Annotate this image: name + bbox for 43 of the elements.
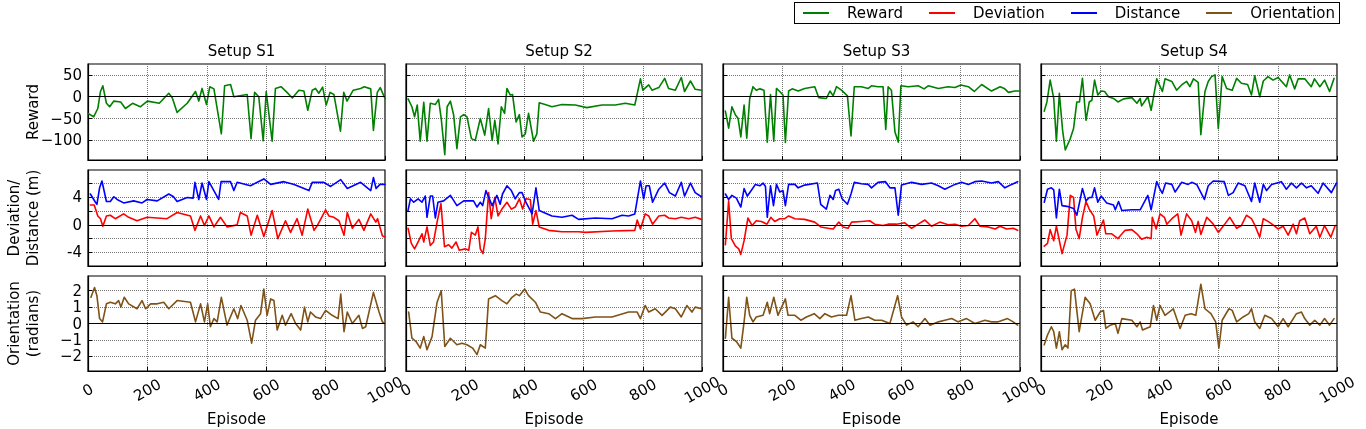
x-tick-label: 600: [566, 375, 601, 405]
x-tick-label: 400: [1142, 375, 1177, 405]
x-axis-title: Episode: [207, 409, 266, 428]
y-tick-label: 0: [72, 87, 82, 106]
x-tick-label: 200: [1083, 375, 1118, 405]
legend-label: Distance: [1114, 4, 1181, 22]
legend-label: Orientation: [1250, 4, 1335, 22]
x-axis-title: Episode: [842, 409, 901, 428]
legend-label: Deviation: [972, 4, 1045, 22]
x-tick-label: 600: [1201, 375, 1236, 405]
y-axis-title: Reward: [23, 84, 42, 140]
x-tick-label: 400: [189, 375, 224, 405]
y-tick-label: −100: [40, 131, 82, 150]
x-tick-label: 800: [943, 375, 978, 405]
y-axis-title: Orientation (radians): [4, 281, 42, 366]
x-tick-label: 200: [130, 375, 165, 405]
chart-title: Setup S1: [207, 41, 276, 60]
x-tick-label: 400: [824, 375, 859, 405]
x-tick-label: 800: [1260, 375, 1295, 405]
x-tick-label: 800: [625, 375, 660, 405]
y-tick-label: 0: [72, 215, 82, 234]
y-tick-label: -4: [67, 243, 82, 262]
y-tick-label: −1: [59, 330, 82, 349]
x-tick-label: 600: [249, 375, 284, 405]
y-tick-label: −50: [50, 109, 82, 128]
y-axis-title: Deviation/ Distance (m): [4, 169, 42, 267]
y-tick-label: 4: [72, 188, 82, 207]
y-tick-label: 1: [72, 298, 82, 317]
y-tick-label: −2: [59, 347, 82, 366]
x-axis-title: Episode: [1159, 409, 1219, 428]
y-tick-label: 2: [72, 281, 82, 300]
chart-title: Setup S2: [525, 41, 593, 60]
x-tick-label: 200: [765, 375, 800, 405]
chart-title: Setup S3: [842, 41, 911, 60]
y-tick-label: 0: [72, 314, 82, 333]
x-tick-label: 800: [308, 375, 343, 405]
chart-title: Setup S4: [1160, 41, 1228, 60]
legend-label: Reward: [847, 4, 903, 22]
x-axis-title: Episode: [524, 409, 584, 428]
y-tick-label: 50: [62, 65, 82, 84]
x-tick-label: 600: [884, 375, 919, 405]
x-tick-label: 200: [448, 375, 483, 405]
x-tick-label: 400: [507, 375, 542, 405]
